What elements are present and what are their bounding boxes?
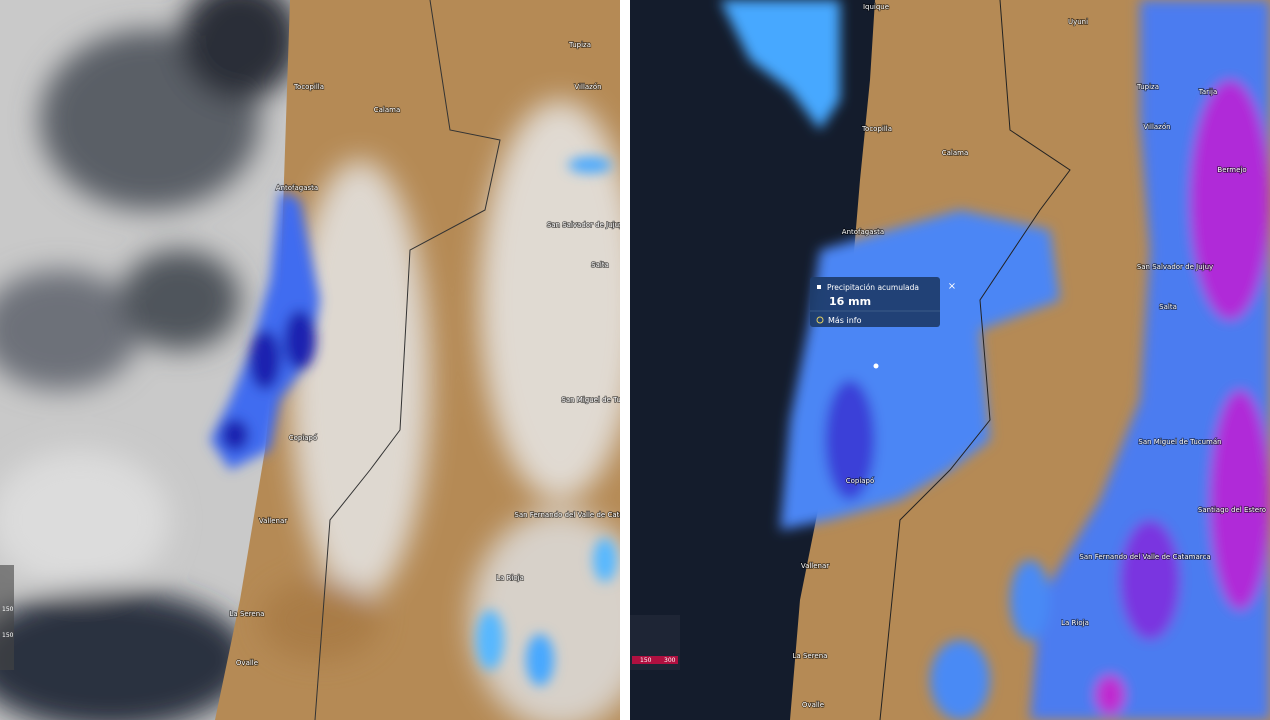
place-label: Salta [1159,303,1177,311]
legend-label: 300 [664,657,676,664]
legend-label: 150 [2,632,14,639]
place-label: San Fernando del Valle de Catamarca [514,511,645,519]
place-label: Tarija [1198,88,1217,96]
right-map: 150 300 Iquique Uyuni Tupiza Tarija Villazón… [630,0,1270,720]
popup: Precipitación acumulada 16 mm Más info × [810,277,956,327]
place-label: La Rioja [1061,619,1089,627]
place-label: Vallenar [801,562,829,570]
place-label: San Salvador de Jujuy [1137,263,1213,271]
place-label: San Miguel de Tucumán [561,396,644,404]
place-label: Ovalle [236,659,258,667]
place-label: San Fernando del Valle de Catamarca [1079,553,1210,561]
place-label: Iquique [863,3,889,11]
place-label: La Serena [793,652,828,660]
popup-title: Precipitación acumulada [827,283,919,292]
left-map: 150 150 Tocopilla Calama Antofagasta Copiap… [0,0,645,720]
place-label: Tupiza [568,41,591,49]
place-label: Calama [942,149,969,157]
place-label: Tocopilla [861,125,892,133]
place-label: Tupiza [1136,83,1159,91]
place-label: Copiapó [846,477,875,485]
place-label: Copiapó [289,434,318,442]
place-label: Antofagasta [842,228,884,236]
popup-value: 16 mm [829,295,871,308]
close-button[interactable]: × [948,281,956,292]
place-label: Villazón [574,83,601,91]
location-marker [873,363,879,369]
place-label: Santiago del Estero [1198,506,1266,514]
place-label: La Serena [230,610,265,618]
place-label: Bermejo [1217,166,1246,174]
divider [620,0,630,720]
place-label: Calama [374,106,401,114]
legend-label: 150 [640,657,652,664]
place-label: Vallenar [259,517,287,525]
place-label: La Rioja [496,574,524,582]
place-label: San Salvador de Jujuy [547,221,623,229]
place-label: Villazón [1143,123,1170,131]
popup-link[interactable]: Más info [828,316,862,325]
place-label: Tocopilla [293,83,324,91]
place-label: San Miguel de Tucumán [1138,438,1221,446]
legend-label: 150 [2,606,14,613]
place-label: Uyuni [1068,18,1088,26]
place-label: Ovalle [802,701,824,709]
place-label: Antofagasta [276,184,318,192]
place-label: Salta [591,261,609,269]
